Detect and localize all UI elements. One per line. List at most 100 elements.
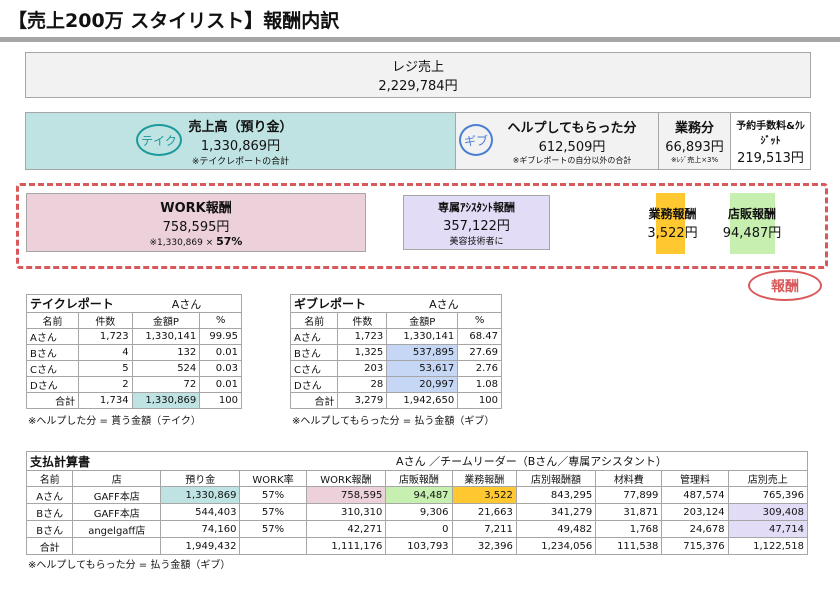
column-header: 金額P (131, 312, 201, 329)
column-header: 件数 (78, 312, 133, 329)
table-cell: 9,306 (385, 503, 453, 521)
register-label: レジ売上 (391, 60, 444, 75)
payment-subtitle: Aさん ／チームリーダー（Bさん／専属アシスタント） (306, 451, 809, 471)
column-header: 金額P (386, 312, 459, 329)
give-note: ※ギブレポートの自分以外の合計 (512, 155, 632, 165)
table-cell: 341,279 (515, 503, 597, 521)
table-row: Aさん 1,723 1,330,141 68.47 (289, 328, 502, 345)
table-cell: 74,160 (160, 520, 241, 538)
shop-reward-label: 店販報酬 (727, 207, 776, 221)
table-cell: GAFF本店 (72, 486, 162, 504)
table-cell: 72 (131, 376, 201, 393)
table-cell: 1,330,869 (131, 392, 201, 409)
give-report-table: ギブレポート Aさん 名前 件数 金額P% Aさん 1,723 1,330,141 68.47 B… (289, 294, 502, 409)
table-cell: Bさん (25, 344, 80, 361)
table-row: Aさん 1,723 1,330,141 99.95 (25, 328, 242, 345)
table-cell: 47,714 (727, 520, 809, 538)
column-header: 名前 (25, 312, 80, 329)
table-cell: 203 (337, 360, 388, 377)
header-row: 名前 件数 金額P% (25, 312, 242, 329)
assistant-note: 美容技術者に (449, 236, 504, 247)
work-note-text: ※1,330,869 × (149, 238, 217, 248)
table-cell: 21,663 (451, 503, 517, 521)
table-cell: 758,595 (305, 486, 387, 504)
give-value: 612,509円 (538, 139, 606, 155)
table-cell: Aさん (289, 328, 339, 345)
table-cell: 4 (78, 344, 133, 361)
report-title: テイクレポート (26, 294, 133, 313)
table-row: Aさん GAFF本店 1,330,869 57% 758,595 94,487 3,522 8… (25, 486, 809, 504)
fee-value: 219,513円 (737, 150, 804, 166)
column-header: 預り金 (160, 470, 241, 487)
table-cell: Bさん (25, 520, 74, 538)
header-row: 名前店預り金 WORK率 WORK報酬 店販報酬 業務報酬 店別報酬額 材料費 管理料 店別売上 (25, 470, 809, 487)
table-row: 合計 1,734 1,330,869 100 (25, 392, 242, 409)
reward-dashed-area (16, 183, 828, 269)
assistant-value: 357,122円 (443, 218, 510, 234)
report-person: Aさん (132, 294, 243, 313)
register-value: 2,229,784円 (378, 79, 458, 94)
table-cell: 1,122,518 (727, 537, 809, 555)
business-reward-value: 3,522円 (647, 226, 698, 241)
reward-badge: 報酬 (748, 270, 822, 301)
take-badge: テイク (136, 124, 182, 156)
table-cell: 524 (131, 360, 201, 377)
table-cell: 544,403 (160, 503, 241, 521)
table-cell: 1,734 (78, 392, 133, 409)
table-row: Bさん 1,325 537,895 27.69 (289, 344, 502, 361)
table-cell: 2.76 (457, 360, 502, 377)
table-cell: 1,330,869 (160, 486, 241, 504)
table-cell: 合計 (25, 392, 80, 409)
table-cell: 0 (385, 520, 453, 538)
give-label: ヘルプしてもらった分 (507, 120, 637, 136)
table-cell: 0.01 (199, 344, 242, 361)
take-report-table: テイクレポート Aさん 名前 件数 金額P% Aさん 1,723 1,330,141 99.95… (25, 294, 243, 409)
give-report-note: ※ヘルプしてもらった分 = 払う金額（ギブ） (292, 416, 495, 427)
business-box: 業務分 66,893円 ※ﾚｼﾞ売上×3% (658, 112, 731, 170)
table-cell: 7,211 (451, 520, 517, 538)
column-header: WORK率 (239, 470, 307, 487)
table-row: Bさん angelgaff店 74,160 57% 42,271 0 7,211 49,482… (25, 520, 809, 538)
table-cell: 537,895 (386, 344, 459, 361)
table-cell (239, 537, 307, 555)
table-cell: 100 (199, 392, 242, 409)
column-header: 業務報酬 (451, 470, 517, 487)
table-cell: 24,678 (661, 520, 729, 538)
column-header: 名前 (25, 470, 74, 487)
table-cell: 99.95 (199, 328, 242, 345)
business-value: 66,893円 (665, 140, 724, 155)
table-cell: 1,723 (337, 328, 388, 345)
give-badge: ギブ (459, 124, 493, 156)
table-cell: 100 (457, 392, 502, 409)
table-row: Bさん 4 132 0.01 (25, 344, 242, 361)
business-label: 業務分 (674, 121, 714, 136)
table-row: 合計 1,949,432 1,111,176 103,793 32,396 1,234,0… (25, 537, 809, 555)
table-cell: 132 (131, 344, 201, 361)
column-header: 管理料 (661, 470, 729, 487)
table-cell: angelgaff店 (72, 520, 162, 538)
table-cell: 1,234,056 (515, 537, 597, 555)
table-cell: 42,271 (305, 520, 387, 538)
table-row: Dさん 2 72 0.01 (25, 376, 242, 393)
table-cell: 合計 (25, 537, 74, 555)
table-cell: 68.47 (457, 328, 502, 345)
table-cell: 1,949,432 (160, 537, 241, 555)
table-cell: Aさん (25, 486, 74, 504)
table-cell: GAFF本店 (72, 503, 162, 521)
table-cell: 27.69 (457, 344, 502, 361)
fee-label: 予約手数料&ｸﾚｼﾞｯﾄ (736, 120, 805, 147)
column-header: 名前 (289, 312, 339, 329)
table-row: Dさん 28 20,997 1.08 (289, 376, 502, 393)
table-cell: 20,997 (386, 376, 459, 393)
table-cell: 203,124 (661, 503, 729, 521)
table-cell: Dさん (25, 376, 80, 393)
take-box: 売上高（預り金） 1,330,869円 ※テイクレポートの合計 (25, 112, 456, 170)
table-cell: 309,408 (727, 503, 809, 521)
table-cell: 103,793 (385, 537, 453, 555)
table-cell: 310,310 (305, 503, 387, 521)
table-cell: Aさん (25, 328, 80, 345)
business-reward: 業務報酬 3,522円 (635, 205, 710, 241)
work-value: 758,595円 (162, 220, 230, 235)
table-cell: Cさん (289, 360, 339, 377)
business-reward-highlight (656, 193, 685, 254)
